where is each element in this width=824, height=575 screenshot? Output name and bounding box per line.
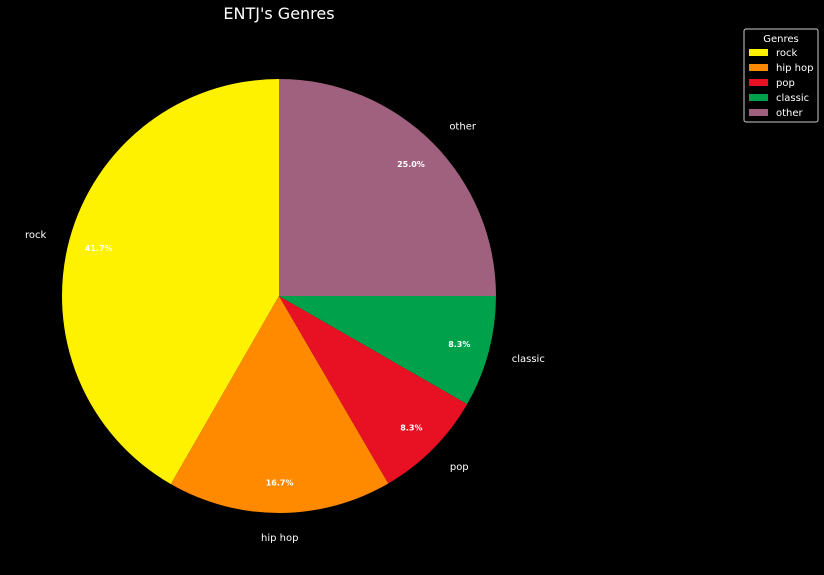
percent-label-hip-hop: 16.7% xyxy=(266,479,294,488)
pie-slices xyxy=(62,79,496,513)
legend-label-classic: classic xyxy=(776,93,809,104)
legend-swatch-hip-hop xyxy=(749,64,768,71)
legend-swatch-rock xyxy=(749,49,768,56)
legend: Genres rock hip hop pop classic other xyxy=(743,28,819,123)
percent-label-other: 25.0% xyxy=(397,160,425,169)
legend-label-pop: pop xyxy=(776,78,795,89)
legend-swatch-classic xyxy=(749,94,768,101)
legend-label-rock: rock xyxy=(776,48,798,59)
chart-title: ENTJ's Genres xyxy=(223,4,334,23)
percent-label-rock: 41.7% xyxy=(85,244,113,253)
legend-label-hip-hop: hip hop xyxy=(776,63,813,74)
legend-label-other: other xyxy=(776,108,804,119)
percent-label-classic: 8.3% xyxy=(448,340,470,349)
category-label-pop: pop xyxy=(450,462,469,473)
category-label-hip-hop: hip hop xyxy=(261,533,298,544)
legend-title: Genres xyxy=(763,34,799,45)
category-label-other: other xyxy=(449,122,477,133)
legend-swatch-pop xyxy=(749,79,768,86)
legend-swatch-other xyxy=(749,109,768,116)
pie-slice-hip-hop xyxy=(170,296,389,513)
pie-slice-other xyxy=(279,79,496,296)
percent-label-pop: 8.3% xyxy=(400,424,422,433)
pie-labels: 41.7% rock 16.7% hip hop 8.3% pop 8.3% classic 2… xyxy=(25,122,545,544)
category-label-classic: classic xyxy=(512,354,545,365)
pie-slice-classic xyxy=(279,296,496,405)
pie-slice-rock xyxy=(62,79,280,485)
category-label-rock: rock xyxy=(25,230,47,241)
legend-entries: rock hip hop pop classic other xyxy=(749,48,813,119)
pie-slice-pop xyxy=(279,296,468,484)
